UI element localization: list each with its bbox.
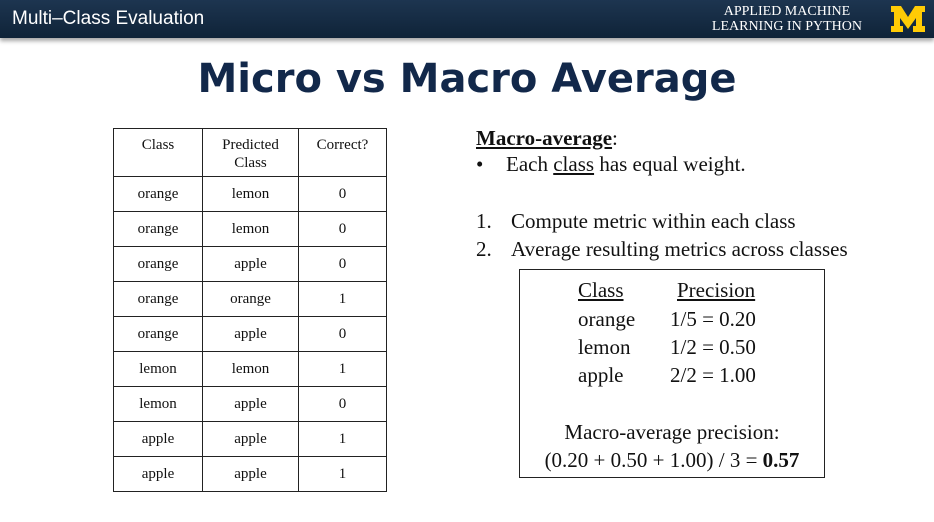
- box-precision-orange: 1/5 = 0.20: [670, 307, 756, 331]
- brand-line-1: APPLIED MACHINE: [723, 4, 851, 19]
- step-2: 2. Average resulting metrics across class…: [476, 237, 848, 262]
- box-precision-apple: 2/2 = 1.00: [670, 363, 756, 387]
- macro-precision-label: Macro-average precision:: [564, 420, 780, 444]
- bullet-text-pre: Each: [506, 152, 554, 176]
- formula-result: 0.57: [762, 448, 800, 472]
- table-row: lemon apple 0: [113, 386, 387, 422]
- brand-line-2: LEARNING IN PYTHON: [711, 19, 862, 34]
- cell-correct: 1: [298, 351, 387, 387]
- step-number: 2.: [476, 237, 492, 261]
- bullet-text-post: has equal weight.: [594, 152, 746, 176]
- macro-precision-formula: (0.20 + 0.50 + 1.00) / 3 = 0.57: [520, 448, 824, 473]
- cell-correct: 0: [298, 211, 387, 247]
- cell-class: lemon: [113, 351, 203, 387]
- cell-predicted: apple: [202, 246, 299, 282]
- cell-predicted: orange: [202, 281, 299, 317]
- cell-class: lemon: [113, 386, 203, 422]
- table-row: apple apple 1: [113, 421, 387, 457]
- table-row: orange apple 0: [113, 316, 387, 352]
- box-class-apple: apple: [578, 363, 624, 387]
- cell-class: orange: [113, 211, 203, 247]
- box-header-class: Class: [578, 278, 624, 302]
- cell-correct: 0: [298, 246, 387, 282]
- macro-average-heading: Macro-average:: [476, 124, 618, 152]
- table-row: lemon lemon 1: [113, 351, 387, 387]
- cell-predicted: lemon: [202, 211, 299, 247]
- cell-class: orange: [113, 281, 203, 317]
- formula-text: (0.20 + 0.50 + 1.00) / 3 =: [544, 448, 763, 472]
- predictions-table: Class Predicted Class Correct? orange lem…: [113, 128, 387, 492]
- table-row: orange orange 1: [113, 281, 387, 317]
- step-text: Average resulting metrics across classes: [511, 237, 848, 261]
- table-row: apple apple 1: [113, 456, 387, 492]
- cell-correct: 0: [298, 386, 387, 422]
- macro-bullet: • Each class has equal weight.: [476, 152, 746, 177]
- bullet-text-underlined: class: [553, 152, 595, 176]
- bullet-dot: •: [476, 152, 484, 176]
- cell-class: orange: [113, 246, 203, 282]
- cell-predicted: lemon: [202, 176, 299, 212]
- table-header-row: Class Predicted Class Correct?: [113, 128, 387, 177]
- macro-heading-colon: :: [612, 126, 618, 150]
- lecture-title: Multi–Class Evaluation: [12, 8, 205, 29]
- header-predicted-class-label: Predicted Class: [222, 137, 279, 171]
- table-row: orange lemon 0: [113, 211, 387, 247]
- table-row: orange apple 0: [113, 246, 387, 282]
- cell-predicted: apple: [202, 456, 299, 492]
- box-header-precision: Precision: [677, 278, 756, 302]
- cell-correct: 1: [298, 456, 387, 492]
- macro-heading-text: Macro-average: [476, 126, 613, 150]
- table-row: orange lemon 0: [113, 176, 387, 212]
- slide-title: Micro vs Macro Average: [197, 56, 737, 102]
- step-1: 1. Compute metric within each class: [476, 209, 796, 234]
- header-correct: Correct?: [298, 128, 387, 177]
- cell-predicted: lemon: [202, 351, 299, 387]
- cell-class: orange: [113, 316, 203, 352]
- cell-correct: 0: [298, 176, 387, 212]
- cell-correct: 1: [298, 281, 387, 317]
- cell-class: apple: [113, 421, 203, 457]
- step-text: Compute metric within each class: [511, 209, 796, 233]
- header-predicted-class: Predicted Class: [202, 128, 299, 177]
- block-m-logo-icon: [891, 6, 925, 32]
- cell-class: orange: [113, 176, 203, 212]
- cell-predicted: apple: [202, 316, 299, 352]
- top-bar: Multi–Class Evaluation APPLIED MACHINE L…: [0, 0, 934, 38]
- header-class: Class: [113, 128, 203, 177]
- box-class-lemon: lemon: [578, 335, 631, 359]
- box-class-orange: orange: [578, 307, 636, 331]
- step-number: 1.: [476, 209, 492, 233]
- course-brand: APPLIED MACHINE LEARNING IN PYTHON: [712, 4, 862, 34]
- cell-correct: 1: [298, 421, 387, 457]
- precision-box: Class Precision orange 1/5 = 0.20 lemon …: [519, 269, 825, 478]
- cell-predicted: apple: [202, 421, 299, 457]
- box-precision-lemon: 1/2 = 0.50: [670, 335, 756, 359]
- cell-correct: 0: [298, 316, 387, 352]
- cell-class: apple: [113, 456, 203, 492]
- cell-predicted: apple: [202, 386, 299, 422]
